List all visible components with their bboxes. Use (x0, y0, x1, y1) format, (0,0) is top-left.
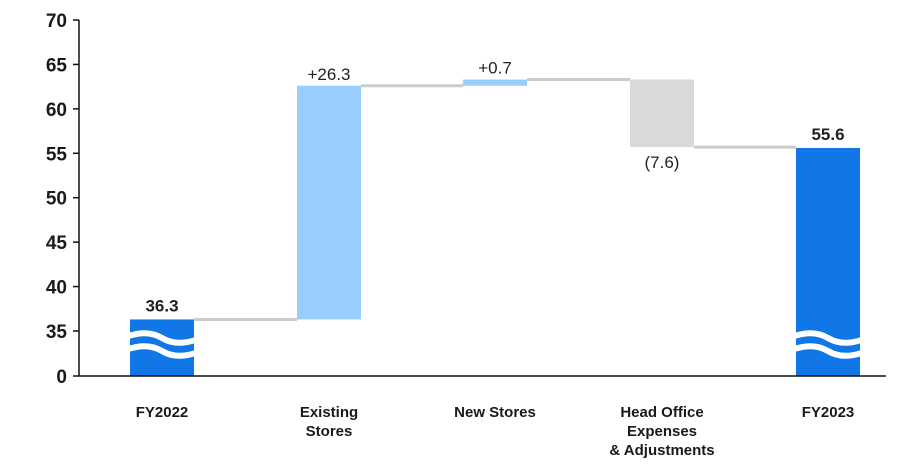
axis-break-marks (111, 330, 879, 359)
y-tick-label: 70 (46, 11, 67, 32)
data-labels: 36.3 +26.3 +0.7 (7.6) 55.6 (145, 59, 844, 316)
data-label: 36.3 (145, 296, 178, 315)
category-label: FY2023 (802, 404, 855, 421)
axis-break-mark (777, 343, 879, 359)
data-label: +26.3 (307, 65, 350, 84)
y-tick-label: 40 (46, 278, 67, 299)
category-label: & Adjustments (609, 442, 714, 459)
axis-break-mark (777, 330, 879, 346)
y-tick-label: 0 (56, 367, 67, 388)
bars (130, 79, 860, 376)
y-tick-labels: 70 65 60 55 50 45 40 35 0 (46, 11, 68, 388)
category-label: Existing (300, 404, 358, 421)
y-tick-label: 65 (46, 55, 68, 76)
category-label: New Stores (454, 404, 536, 421)
bar-increase-2 (463, 79, 527, 86)
y-tick-label: 45 (46, 233, 68, 254)
bar-increase-1 (297, 85, 361, 320)
category-label: Stores (306, 423, 353, 440)
category-label: Head Office (620, 404, 703, 421)
category-label: Expenses (627, 423, 697, 440)
category-labels: FY2022 Existing Stores New Stores Head Offic… (136, 404, 855, 459)
y-tick-label: 35 (46, 322, 68, 343)
category-label: FY2022 (136, 404, 189, 421)
y-tick-label: 60 (46, 100, 67, 121)
data-label: +0.7 (478, 59, 512, 78)
bar-decrease-3 (630, 79, 694, 148)
axis-break-mark (111, 330, 213, 346)
data-label: 55.6 (811, 125, 844, 144)
y-tick-label: 55 (46, 144, 68, 165)
axis-break-mark (111, 343, 213, 359)
connector-lines (194, 78, 796, 321)
y-tick-label: 50 (46, 189, 67, 210)
data-label: (7.6) (645, 153, 680, 172)
y-axis (73, 19, 886, 377)
